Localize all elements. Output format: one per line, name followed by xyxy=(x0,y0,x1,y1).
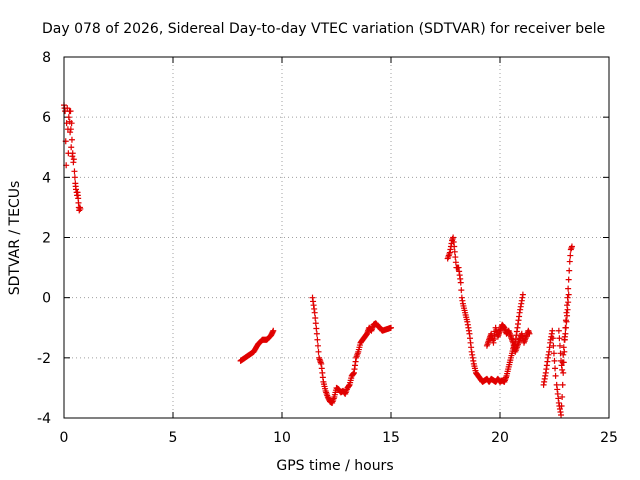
data-point-marker xyxy=(312,314,319,321)
y-tick-label: -4 xyxy=(37,411,51,427)
data-point-marker xyxy=(566,258,573,265)
data-point-marker xyxy=(457,279,464,286)
data-point-marker xyxy=(565,291,572,298)
data-point-marker xyxy=(71,168,78,175)
data-point-marker xyxy=(562,324,569,331)
data-point-marker xyxy=(313,330,320,337)
data-point-marker xyxy=(77,205,84,212)
data-point-marker xyxy=(563,318,570,325)
data-point-marker xyxy=(315,348,322,355)
y-tick-labels: -4 -2 0 2 4 6 8 xyxy=(37,50,51,427)
data-point-marker xyxy=(552,365,559,372)
grid-lines xyxy=(64,57,609,418)
data-point-marker xyxy=(558,402,565,409)
data-point-marker xyxy=(452,254,459,261)
x-tick-label: 10 xyxy=(273,430,291,446)
data-point-marker xyxy=(564,306,571,313)
data-point-marker xyxy=(551,357,558,364)
data-point-marker xyxy=(452,259,459,266)
data-point-marker xyxy=(67,129,74,136)
data-point-marker xyxy=(63,120,70,127)
data-point-marker xyxy=(560,351,567,358)
y-tick-label: 0 xyxy=(42,291,51,307)
plot-frame xyxy=(63,56,610,419)
data-point-marker xyxy=(451,243,458,250)
data-point-marker xyxy=(567,252,574,259)
data-point-marker xyxy=(566,267,573,274)
data-point-marker xyxy=(71,174,78,181)
data-point-marker xyxy=(314,342,321,349)
x-tick-label: 5 xyxy=(169,430,178,446)
data-point-marker xyxy=(526,330,533,337)
data-point-marker xyxy=(69,150,76,157)
x-tick-label: 0 xyxy=(60,430,69,446)
data-point-marker xyxy=(559,359,566,366)
data-point-marker xyxy=(67,108,74,115)
data-point-marker xyxy=(564,312,571,319)
x-tick-labels: 0 5 10 15 20 25 xyxy=(60,430,618,446)
data-point-marker xyxy=(64,105,71,112)
data-point-marker xyxy=(556,335,563,342)
data-point-marker xyxy=(68,120,75,127)
data-point-marker xyxy=(556,342,563,349)
data-point-marker xyxy=(568,243,575,250)
data-point-marker xyxy=(68,144,75,151)
chart-title: Day 078 of 2026, Sidereal Day-to-day VTE… xyxy=(42,21,605,37)
data-point-marker xyxy=(559,381,566,388)
data-point-marker xyxy=(552,372,559,379)
data-point-marker xyxy=(270,327,277,334)
data-point-marker xyxy=(314,336,321,343)
data-point-marker xyxy=(550,342,557,349)
data-point-marker xyxy=(311,309,318,316)
data-point-marker xyxy=(560,369,567,376)
data-point-marker xyxy=(565,276,572,283)
data-point-marker xyxy=(72,186,79,193)
data-point-marker xyxy=(565,299,572,306)
x-tick-label: 20 xyxy=(491,430,509,446)
data-point-marker xyxy=(312,320,319,327)
data-point-marker xyxy=(313,325,320,332)
data-point-marker xyxy=(388,324,394,331)
data-point-marker xyxy=(560,344,567,351)
y-axis-label: SDTVAR / TECUs xyxy=(7,181,23,296)
data-point-marker xyxy=(65,114,72,121)
data-point-marker xyxy=(519,291,526,298)
data-point-marker xyxy=(565,285,572,292)
data-point-marker xyxy=(562,330,569,337)
data-point-marker xyxy=(559,366,566,373)
x-axis-label: GPS time / hours xyxy=(276,458,393,474)
x-tick-label: 15 xyxy=(382,430,400,446)
data-point-marker xyxy=(549,327,556,334)
data-point-marker xyxy=(70,156,77,163)
data-point-marker xyxy=(67,126,74,133)
data-point-marker xyxy=(451,248,458,255)
data-points xyxy=(61,102,575,418)
y-tick-label: -2 xyxy=(37,351,51,367)
data-point-marker xyxy=(550,350,557,357)
data-point-marker xyxy=(458,287,465,294)
data-point-marker xyxy=(559,393,566,400)
data-point-marker xyxy=(68,136,75,143)
data-point-marker xyxy=(549,335,556,342)
y-tick-label: 4 xyxy=(42,170,51,186)
y-tick-label: 8 xyxy=(42,50,51,66)
y-tick-label: 6 xyxy=(42,110,51,126)
y-tick-label: 2 xyxy=(42,231,51,247)
data-point-marker xyxy=(558,411,565,418)
data-point-marker xyxy=(555,327,562,334)
x-tick-label: 25 xyxy=(600,430,618,446)
